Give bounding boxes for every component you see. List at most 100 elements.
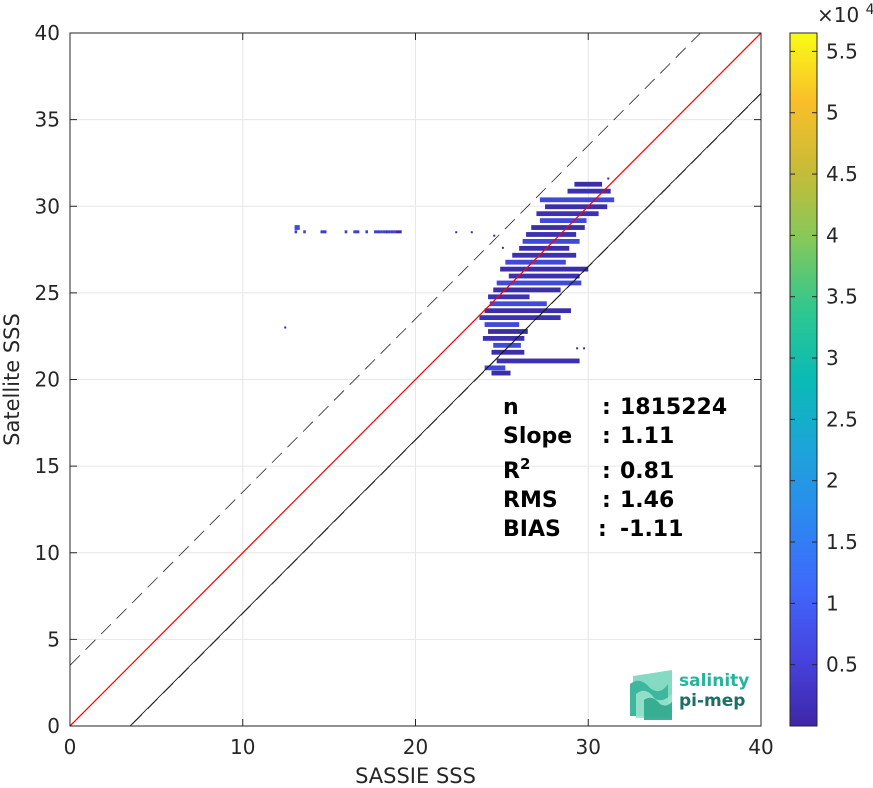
colorbar-tick-label-7: 4 [826, 223, 839, 247]
y-axis-label: Satellite SSS [0, 313, 24, 446]
reference-lines [70, 33, 761, 726]
rms-band-line-lower [129, 93, 761, 726]
y-tick-label-4: 20 [35, 368, 60, 392]
stat-sep-3: : [602, 488, 611, 513]
density-row-8 [531, 225, 585, 230]
density-cell-0-7 [365, 230, 368, 234]
logo-line1: salinity [679, 671, 749, 691]
density-cell-0-8 [374, 230, 381, 234]
density-row-21 [479, 315, 561, 321]
x-axis-ticks: 0 10 20 30 40 [64, 33, 774, 759]
colorbar-tick-label-1: 1 [826, 591, 839, 615]
colorbar-tick-label-5: 3 [826, 346, 839, 370]
salinity-pi-mep-logo: salinity pi-mep [630, 670, 749, 720]
fit-line [70, 33, 761, 726]
logo-waves-icon [630, 670, 672, 720]
density-cell-0-6 [353, 230, 360, 234]
colorbar-tick-label-0: 0.5 [826, 653, 858, 677]
density-row-29 [491, 370, 511, 376]
x-tick-label-1: 10 [230, 735, 255, 759]
x-tick-label-0: 0 [64, 735, 77, 759]
colorbar-tick-label-3: 2 [826, 469, 839, 493]
density-cell-0-0 [294, 230, 298, 234]
stat-value-4: -1.11 [620, 517, 683, 542]
density-point-7 [607, 177, 610, 180]
x-axis-label: SASSIE SSS [355, 764, 476, 788]
logo-line2: pi-mep [679, 691, 745, 711]
stat-label-0: n [503, 395, 519, 420]
density-cell-0-3 [320, 230, 327, 234]
density-cell-0-14 [393, 230, 396, 234]
colorbar: 0.5 1 1.5 2 2.5 3 3.5 4 4.5 5 5.5 ×10 4 [789, 2, 873, 727]
density-cell-0-13 [390, 230, 394, 234]
stat-label-4: BIAS [503, 517, 561, 542]
colorbar-tick-label-8: 4.5 [826, 162, 858, 186]
stat-value-1: 1.11 [620, 424, 674, 449]
density-cell-0-11 [385, 230, 388, 234]
density-row-14 [500, 266, 589, 272]
density-row-13 [505, 259, 566, 265]
density-row-2 [574, 181, 603, 187]
colorbar-tick-label-6: 3.5 [826, 285, 858, 309]
density-row-23 [488, 329, 528, 334]
density-cell-0-10 [382, 230, 386, 234]
density-row-6 [536, 211, 599, 217]
colorbar-tick-label-2: 1.5 [826, 530, 858, 554]
density-row-1 [294, 225, 300, 230]
density-cell-0-9 [380, 230, 383, 234]
colorbar-tick-label-9: 5 [826, 101, 839, 125]
density-row-22 [484, 322, 520, 327]
x-tick-label-2: 20 [403, 735, 428, 759]
y-tick-label-2: 10 [35, 541, 60, 565]
density-row-9 [526, 232, 577, 237]
stat-label-3: RMS [503, 488, 558, 513]
density-row-4 [539, 197, 615, 203]
density-cell-0-1 [303, 230, 306, 234]
density-row-10 [522, 238, 580, 244]
density-point-4 [501, 246, 504, 249]
density-row-12 [512, 252, 577, 258]
y-tick-label-6: 30 [35, 194, 60, 218]
colorbar-tick-label-10: 5.5 [826, 39, 858, 63]
stat-label-2: R2 [503, 455, 530, 484]
colorbar-gradient [789, 32, 818, 727]
density-row-19 [489, 301, 547, 307]
density-row-7 [539, 218, 587, 224]
y-axis-ticks: 0 5 10 15 20 25 30 35 40 [35, 21, 761, 738]
density-point-1 [455, 231, 458, 234]
density-cell-0-12 [387, 230, 391, 234]
density-row-24 [482, 336, 525, 341]
stat-sep-4: : [598, 517, 607, 542]
y-tick-label-1: 5 [47, 627, 60, 651]
density-cell-0-5 [344, 230, 348, 234]
density-row-11 [519, 245, 570, 251]
x-tick-label-3: 30 [576, 735, 601, 759]
y-tick-label-0: 0 [47, 714, 60, 738]
density-cell-0-15 [395, 230, 402, 234]
density-row-17 [493, 287, 561, 293]
x-tick-label-4: 40 [748, 735, 773, 759]
colorbar-tick-label-4: 2.5 [826, 407, 858, 431]
colorbar-exponent-base: ×10 [817, 3, 859, 27]
y-tick-label-3: 15 [35, 454, 60, 478]
density-row-3 [567, 188, 611, 194]
density-row-26 [491, 349, 525, 355]
y-tick-label-5: 25 [35, 281, 60, 305]
density-point-3 [493, 234, 496, 237]
density-row-25 [493, 342, 521, 348]
density-point-5 [576, 347, 579, 350]
density-row-16 [496, 280, 582, 286]
colorbar-ticks: 0.5 1 1.5 2 2.5 3 3.5 4 4.5 5 5.5 [790, 39, 858, 677]
y-tick-label-8: 40 [35, 21, 60, 45]
stat-sep-1: : [602, 424, 611, 449]
density-point-2 [470, 231, 473, 234]
colorbar-exponent-power: 4 [866, 2, 873, 18]
colorbar-exponent: ×10 4 [817, 2, 873, 27]
density-row-15 [508, 273, 580, 279]
density-point-6 [583, 347, 586, 350]
rms-band-line-upper [70, 33, 702, 666]
density-cells [284, 177, 615, 376]
stat-sep-2: : [602, 459, 611, 484]
